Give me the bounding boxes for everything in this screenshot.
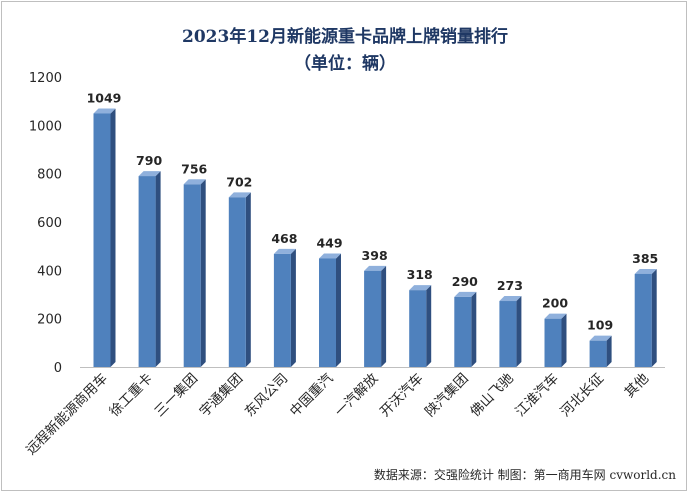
- y-tick-label: 1000: [29, 119, 62, 134]
- bar-front: [228, 197, 246, 367]
- x-tick-label: 陕汽集团: [422, 371, 471, 420]
- y-tick-label: 1200: [29, 71, 62, 86]
- bar: [454, 291, 477, 367]
- value-label: 756: [181, 161, 207, 176]
- y-tick-label: 0: [54, 361, 62, 376]
- y-tick-label: 800: [37, 168, 62, 183]
- bar-side: [606, 335, 612, 367]
- x-tick-label: 其他: [622, 371, 652, 401]
- bar-side: [471, 291, 477, 367]
- bar: [409, 285, 432, 367]
- bar: [138, 171, 161, 367]
- bar-side: [155, 171, 161, 367]
- bar-top: [364, 265, 387, 271]
- bar-side: [516, 296, 522, 367]
- bar-top: [138, 171, 161, 177]
- bar-top: [454, 291, 477, 297]
- bar-top: [93, 108, 116, 114]
- value-label: 790: [136, 153, 162, 168]
- bar: [589, 335, 612, 367]
- bar: [319, 253, 341, 367]
- bar-top: [589, 335, 612, 341]
- x-tick-label: 河北长征: [557, 371, 606, 420]
- value-label: 702: [226, 174, 252, 189]
- chart-subtitle: （单位：辆）: [294, 54, 396, 74]
- value-label: 290: [452, 274, 478, 289]
- value-label: 318: [407, 267, 433, 282]
- x-tick-label: 江淮汽车: [512, 370, 562, 420]
- bar: [93, 108, 116, 367]
- value-label: 449: [316, 235, 342, 250]
- bar-front: [409, 290, 427, 367]
- bar-side: [381, 265, 387, 367]
- bar-side: [200, 179, 206, 367]
- bar-side: [561, 313, 567, 367]
- bar-side: [426, 285, 432, 367]
- bar-top: [273, 248, 296, 254]
- x-tick-label: 佛山飞驰: [467, 370, 517, 420]
- bar-front: [454, 296, 472, 367]
- y-tick-label: 400: [37, 264, 62, 279]
- bars: [93, 108, 657, 367]
- x-tick-label: 宇通集团: [197, 371, 246, 420]
- x-tick-label: 徐工重卡: [106, 371, 155, 420]
- bar-top: [499, 296, 522, 302]
- bar: [364, 265, 387, 367]
- value-label: 385: [632, 251, 658, 266]
- bar-side: [336, 253, 341, 367]
- bar-side: [245, 192, 251, 367]
- bar-top: [544, 313, 567, 319]
- bar-side: [290, 248, 296, 367]
- bar-front: [364, 270, 382, 367]
- value-label: 1049: [87, 90, 122, 105]
- bar: [273, 248, 296, 367]
- bar-front: [319, 258, 336, 367]
- bar-top: [634, 268, 657, 274]
- value-label: 273: [497, 278, 523, 293]
- bar-side: [651, 268, 657, 367]
- x-axis-labels: 远程新能源商用车徐工重卡三一集团宇通集团东风公司中国重汽一汽解放开沃汽车陕汽集团…: [22, 370, 652, 458]
- bar-top: [183, 179, 206, 185]
- x-tick-label: 一汽解放: [332, 370, 382, 420]
- x-tick-label: 中国重汽: [287, 370, 337, 420]
- value-label: 468: [271, 231, 297, 246]
- x-tick-label: 东风公司: [242, 371, 291, 420]
- y-axis: 0 200 400 600 800 1000 1200: [29, 71, 665, 376]
- source-note: 数据来源：交强险统计 制图：第一商用车网 cvworld.cn: [373, 468, 676, 482]
- bar-top: [319, 253, 341, 259]
- value-label: 398: [362, 248, 388, 263]
- bar: [183, 179, 206, 367]
- bar: [634, 268, 657, 367]
- bar-front: [544, 318, 562, 367]
- bar-front: [273, 253, 291, 367]
- y-tick-label: 600: [37, 216, 62, 231]
- y-tick-label: 200: [37, 313, 62, 328]
- bar-front: [589, 340, 607, 367]
- bar: [544, 313, 567, 367]
- chart-title: 2023年12月新能源重卡品牌上牌销量排行: [182, 27, 508, 47]
- bar-front: [138, 176, 156, 367]
- bar: [499, 296, 522, 367]
- value-labels: 1049 790 756 702 468 449 398 318 290 273 200 109 385: [87, 90, 659, 332]
- x-tick-label: 远程新能源商用车: [22, 370, 110, 458]
- bar-front: [634, 273, 652, 367]
- bar-top: [409, 285, 432, 291]
- value-label: 200: [542, 296, 568, 311]
- bar-side: [110, 108, 116, 367]
- value-label: 109: [587, 318, 613, 333]
- bar-top: [228, 192, 251, 198]
- x-tick-label: 三一集团: [152, 371, 201, 420]
- bar-front: [499, 301, 517, 367]
- bar-front: [183, 184, 201, 367]
- bar: [228, 192, 251, 367]
- bar-front: [93, 113, 111, 367]
- x-tick-label: 开沃汽车: [376, 370, 426, 420]
